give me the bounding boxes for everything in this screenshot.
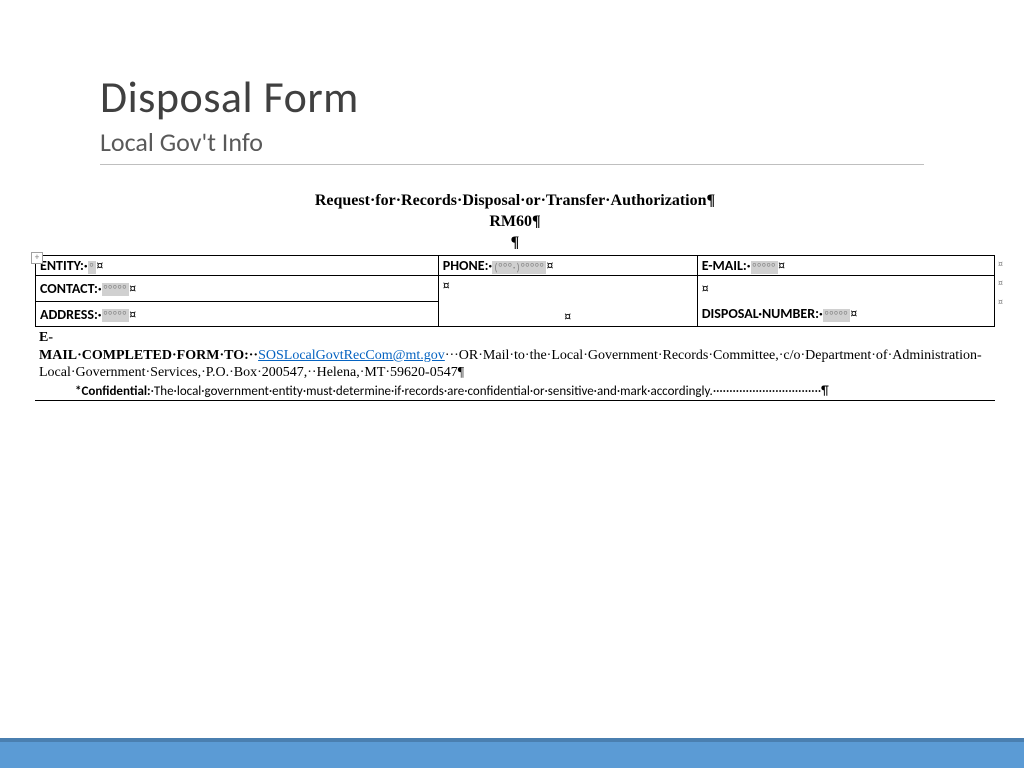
slide-title: Disposal Form [100,70,924,124]
confidential-note: *Confidential:·The·local·government·enti… [35,384,995,401]
form-fields-table: ENTITY:·°¤ PHONE:·(°°°·)°°°°°¤ E-MAIL:·°… [35,255,995,327]
contact-placeholder: °°°°° [102,283,130,296]
cell-mark: ¤ [564,308,571,325]
phone-placeholder: (°°°·)°°°°° [492,261,546,274]
table-row: CONTACT:·°°°°°¤ ¤ ¤ ¤ [36,276,995,302]
disposal-number-label: DISPOSAL·NUMBER:· [702,305,823,322]
contact-label: CONTACT:· [40,280,102,297]
row-end-marker: ¤ [998,257,1003,270]
address-placeholder: °°°°° [102,309,130,322]
row-end-marker: ¤ [998,276,1003,289]
cell-mark: ¤ [129,306,136,323]
doc-heading-line2: RM60¶ [35,212,995,233]
address-label: ADDRESS:· [40,306,102,323]
confidential-text: ·The·local·government·entity·must·determ… [151,384,829,399]
entity-label: ENTITY:· [40,257,88,274]
confidential-label: *Confidential: [75,384,151,399]
cell-mark: ¤ [129,280,136,297]
slide-content: Disposal Form Local Gov't Info Request·f… [0,0,1024,401]
table-row: ENTITY:·°¤ PHONE:·(°°°·)°°°°°¤ E-MAIL:·°… [36,256,995,276]
slide-bottom-bar [0,738,1024,768]
cell-mark: ¤ [850,305,857,322]
disposal-number-placeholder: °°°°° [823,309,851,322]
email-placeholder: °°°°° [751,261,779,274]
cell-mark: ¤ [443,277,450,294]
cell-mark: ¤ [778,257,785,274]
cell-mark: ¤ [702,280,709,297]
cell-mark: ¤ [96,257,103,274]
doc-heading-line3: ¶ [35,233,995,254]
slide-subtitle: Local Gov't Info [100,126,924,158]
doc-heading-line1: Request·for·Records·Disposal·or·Transfer… [35,191,995,212]
email-label: E-MAIL:· [702,257,751,274]
mailing-instructions: E-MAIL·COMPLETED·FORM·TO:··SOSLocalGovtR… [35,329,995,382]
email-link[interactable]: SOSLocalGovtRecCom@mt.gov [258,348,445,363]
entity-placeholder: ° [88,261,97,274]
cell-mark: ¤ [546,257,553,274]
embedded-document: Request·for·Records·Disposal·or·Transfer… [35,191,995,401]
title-divider [100,164,924,165]
instructions-lead: E-MAIL·COMPLETED·FORM·TO:·· [39,330,258,363]
row-end-marker: ¤ [998,295,1003,308]
phone-label: PHONE:· [443,257,492,274]
table-move-handle-icon: + [31,252,43,264]
